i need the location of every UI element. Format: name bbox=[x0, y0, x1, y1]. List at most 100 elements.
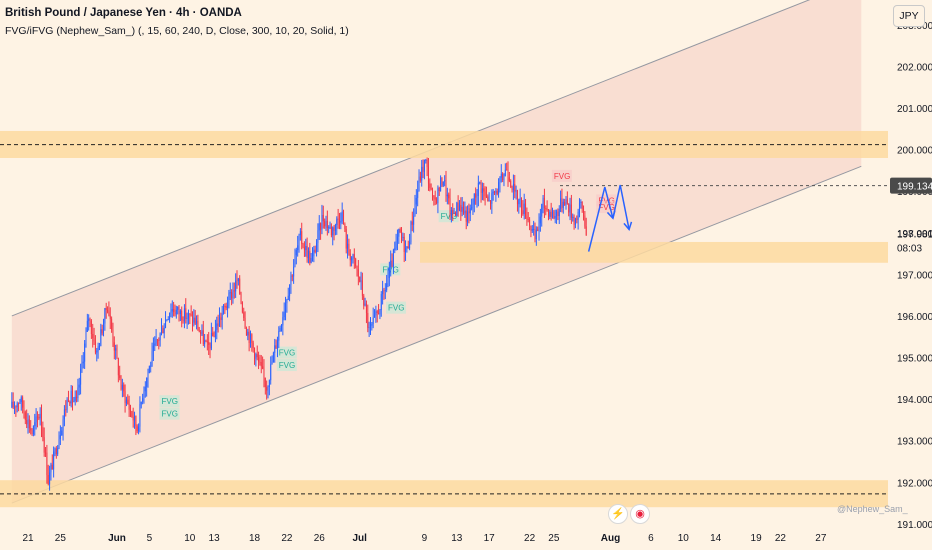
candle[interactable] bbox=[210, 322, 212, 351]
candle[interactable] bbox=[480, 179, 482, 203]
candle[interactable] bbox=[59, 425, 61, 446]
candle[interactable] bbox=[577, 208, 579, 230]
candle[interactable] bbox=[383, 287, 385, 300]
candle[interactable] bbox=[152, 337, 154, 361]
candle[interactable] bbox=[50, 462, 52, 481]
candle[interactable] bbox=[299, 228, 301, 241]
candle[interactable] bbox=[390, 250, 392, 277]
candle[interactable] bbox=[398, 228, 400, 244]
candle[interactable] bbox=[560, 190, 562, 213]
candle[interactable] bbox=[34, 413, 36, 436]
candle[interactable] bbox=[129, 404, 131, 418]
candle[interactable] bbox=[196, 315, 198, 330]
candle[interactable] bbox=[194, 309, 196, 326]
candle[interactable] bbox=[337, 208, 339, 229]
candle[interactable] bbox=[566, 191, 568, 205]
candle[interactable] bbox=[28, 415, 30, 433]
candle[interactable] bbox=[49, 465, 51, 491]
candle[interactable] bbox=[14, 401, 16, 415]
candle[interactable] bbox=[314, 245, 316, 254]
candle[interactable] bbox=[235, 273, 237, 298]
candle[interactable] bbox=[463, 201, 465, 215]
candle[interactable] bbox=[458, 200, 460, 212]
candle[interactable] bbox=[89, 317, 91, 328]
candle[interactable] bbox=[262, 356, 264, 370]
candle[interactable] bbox=[338, 212, 340, 230]
candle[interactable] bbox=[565, 196, 567, 210]
candle[interactable] bbox=[407, 240, 409, 249]
candle[interactable] bbox=[396, 229, 398, 251]
candle[interactable] bbox=[124, 384, 126, 413]
candle[interactable] bbox=[472, 198, 474, 215]
candle[interactable] bbox=[325, 215, 327, 231]
time-axis[interactable]: 21 25 Jun 5 10 13 18 22 26 Jul 9 13 17 22 25 Aug 6 10 14 19… bbox=[0, 528, 888, 550]
candle[interactable] bbox=[282, 311, 284, 336]
candle[interactable] bbox=[280, 324, 282, 332]
candle[interactable] bbox=[583, 205, 585, 221]
candle[interactable] bbox=[546, 200, 548, 212]
candle[interactable] bbox=[84, 340, 86, 369]
candle[interactable] bbox=[240, 291, 242, 305]
fvg-box[interactable] bbox=[276, 359, 297, 372]
candle[interactable] bbox=[45, 447, 47, 457]
candle[interactable] bbox=[78, 377, 80, 396]
channel-lower-line[interactable] bbox=[11, 165, 862, 504]
candle[interactable] bbox=[120, 375, 122, 391]
candle[interactable] bbox=[54, 447, 56, 457]
candle[interactable] bbox=[464, 201, 466, 218]
candle[interactable] bbox=[438, 186, 440, 196]
candle[interactable] bbox=[564, 198, 566, 206]
candle[interactable] bbox=[384, 283, 386, 300]
candle[interactable] bbox=[382, 280, 384, 305]
price-axis[interactable]: 191.000 192.000 193.000 194.000 195.000 196.0… bbox=[888, 0, 932, 531]
candle[interactable] bbox=[213, 331, 215, 338]
candle[interactable] bbox=[111, 316, 113, 333]
candle[interactable] bbox=[179, 309, 181, 322]
candle[interactable] bbox=[30, 420, 32, 435]
candle[interactable] bbox=[355, 257, 357, 269]
candle[interactable] bbox=[159, 332, 161, 347]
candle[interactable] bbox=[305, 238, 307, 257]
candle[interactable] bbox=[448, 192, 450, 205]
candle[interactable] bbox=[239, 275, 241, 295]
candle[interactable] bbox=[515, 185, 517, 200]
candle[interactable] bbox=[556, 209, 558, 224]
candle[interactable] bbox=[53, 446, 55, 478]
candle[interactable] bbox=[553, 209, 555, 220]
candle[interactable] bbox=[554, 209, 556, 224]
candle[interactable] bbox=[363, 293, 365, 310]
candle[interactable] bbox=[256, 345, 258, 361]
candle[interactable] bbox=[460, 197, 462, 221]
indicator-legend[interactable]: FVG/iFVG (Nephew_Sam_) (, 15, 60, 240, D… bbox=[5, 25, 349, 37]
candle[interactable] bbox=[386, 274, 388, 293]
candle[interactable] bbox=[411, 211, 413, 232]
candle[interactable] bbox=[569, 197, 571, 221]
candle[interactable] bbox=[376, 309, 378, 323]
candle[interactable] bbox=[465, 206, 467, 230]
candle[interactable] bbox=[403, 233, 405, 263]
support-resistance-zone[interactable] bbox=[420, 241, 888, 263]
candle[interactable] bbox=[380, 291, 382, 317]
candle[interactable] bbox=[232, 282, 234, 304]
candle[interactable] bbox=[317, 223, 319, 253]
candle[interactable] bbox=[221, 305, 223, 330]
candle[interactable] bbox=[200, 329, 202, 344]
candle[interactable] bbox=[473, 193, 475, 213]
candle[interactable] bbox=[229, 282, 231, 301]
candle[interactable] bbox=[163, 323, 165, 339]
candle[interactable] bbox=[190, 305, 192, 317]
candle[interactable] bbox=[181, 306, 183, 328]
candle[interactable] bbox=[433, 194, 435, 206]
candle[interactable] bbox=[16, 401, 18, 413]
candle[interactable] bbox=[322, 205, 324, 229]
candle[interactable] bbox=[140, 401, 142, 409]
candle[interactable] bbox=[11, 392, 13, 409]
candle[interactable] bbox=[268, 379, 270, 396]
candle[interactable] bbox=[550, 202, 552, 221]
candle[interactable] bbox=[258, 351, 260, 370]
candle[interactable] bbox=[584, 210, 586, 229]
candle[interactable] bbox=[166, 319, 168, 322]
candle[interactable] bbox=[123, 382, 125, 397]
candle[interactable] bbox=[477, 175, 479, 207]
candle[interactable] bbox=[347, 234, 349, 259]
